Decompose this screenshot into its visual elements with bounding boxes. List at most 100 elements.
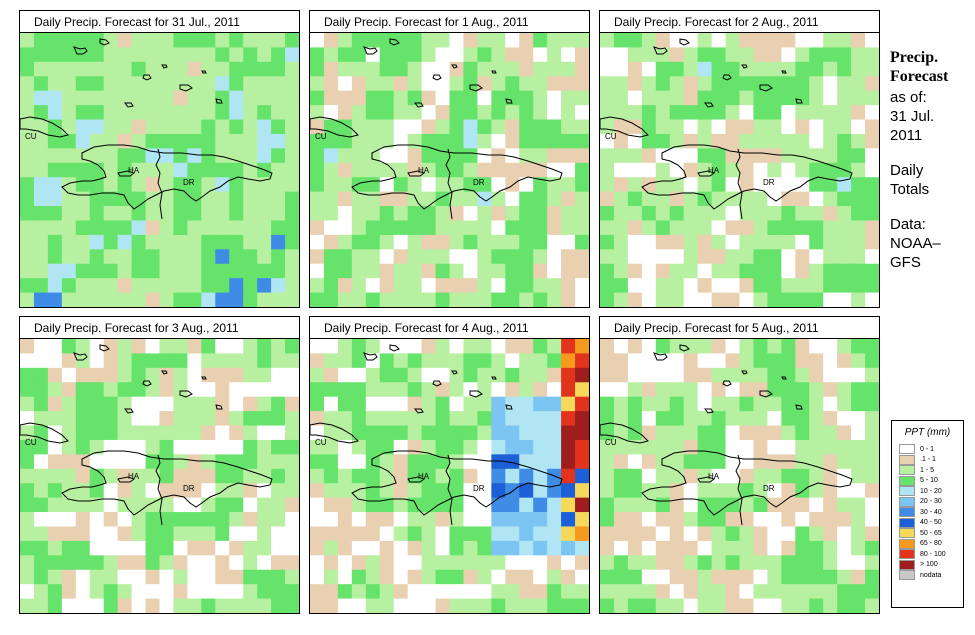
precip-cell xyxy=(613,339,629,354)
precip-cell xyxy=(337,105,353,120)
precip-cell xyxy=(187,540,202,556)
precip-cell xyxy=(75,47,91,63)
precip-cell xyxy=(187,411,202,426)
precip-cell xyxy=(20,526,35,542)
precip-cell xyxy=(75,76,91,92)
precip-cell xyxy=(477,483,492,499)
precip-cell xyxy=(753,396,768,412)
precip-cell xyxy=(379,454,395,470)
precip-cell xyxy=(561,526,576,542)
precip-cell xyxy=(243,249,258,265)
precip-cell xyxy=(725,263,740,279)
precip-cell xyxy=(365,569,381,585)
precip-cell xyxy=(547,292,562,307)
precip-cell xyxy=(613,33,629,48)
precip-cell xyxy=(477,367,492,383)
precip-cell xyxy=(61,512,77,527)
precip-cell xyxy=(435,162,450,178)
precip-cell xyxy=(229,292,244,307)
precip-cell xyxy=(519,569,534,585)
precip-cell xyxy=(20,598,35,613)
precip-cell xyxy=(117,512,132,527)
precip-cell xyxy=(103,47,119,63)
precip-cell xyxy=(365,425,381,441)
precip-cell xyxy=(145,382,160,398)
precip-cell xyxy=(547,526,562,542)
precip-cell xyxy=(435,90,450,106)
precip-cell xyxy=(243,555,258,571)
precip-cell xyxy=(795,598,810,613)
precip-cell xyxy=(243,119,258,135)
precip-cell xyxy=(823,191,838,207)
precip-cell xyxy=(575,234,589,250)
precip-cell xyxy=(613,61,629,77)
precip-cell xyxy=(823,119,838,135)
precip-cell xyxy=(47,90,63,106)
precip-cell xyxy=(711,133,726,149)
precip-cell xyxy=(547,33,562,48)
precip-cell xyxy=(449,148,464,164)
precip-cell xyxy=(243,483,258,499)
precip-cell xyxy=(187,90,202,106)
precip-cell xyxy=(561,206,576,221)
coastline xyxy=(407,476,426,483)
precip-cell xyxy=(823,90,838,106)
precip-cell xyxy=(271,162,286,178)
forecast-panel: Daily Precip. Forecast for 3 Aug., 2011 C… xyxy=(19,316,300,614)
precip-cell xyxy=(379,555,395,571)
precip-cell xyxy=(641,148,657,164)
precip-cell xyxy=(365,396,381,412)
precip-cell xyxy=(117,249,132,265)
precip-cell xyxy=(61,206,77,221)
precip-cell xyxy=(61,162,77,178)
precip-cell xyxy=(795,292,810,307)
precip-cell xyxy=(505,512,520,527)
precip-cell xyxy=(75,263,91,279)
precip-cell xyxy=(711,468,726,484)
precip-cell xyxy=(407,220,422,236)
precip-cell xyxy=(215,234,230,250)
legend-swatch xyxy=(899,517,915,528)
precip-cell xyxy=(683,206,699,221)
precip-cell xyxy=(229,234,244,250)
precip-cell xyxy=(351,526,367,542)
precip-cell xyxy=(865,133,879,149)
precip-cell xyxy=(215,598,230,613)
precip-cell xyxy=(711,339,726,354)
precip-cell xyxy=(627,162,643,178)
precip-cell xyxy=(421,483,436,499)
precip-cell xyxy=(851,353,866,369)
precip-cell xyxy=(407,133,422,149)
precip-cell xyxy=(131,483,146,499)
precip-cell xyxy=(809,162,824,178)
precip-cell xyxy=(683,292,699,307)
precip-cell xyxy=(435,512,450,527)
precip-cell xyxy=(351,555,367,571)
precip-cell xyxy=(505,133,520,149)
precip-cell xyxy=(187,497,202,513)
precip-cell xyxy=(61,177,77,193)
precip-cell xyxy=(491,76,506,92)
precip-cell xyxy=(285,133,299,149)
precip-cell xyxy=(575,76,589,92)
precip-cell xyxy=(739,206,754,221)
precip-cell xyxy=(837,454,852,470)
country-label: HA xyxy=(128,472,140,481)
precip-cell xyxy=(697,353,712,369)
precip-cell xyxy=(243,133,258,149)
precip-cell xyxy=(310,263,325,279)
precip-cell xyxy=(795,382,810,398)
precip-cell xyxy=(201,468,216,484)
coastline xyxy=(161,370,168,375)
precip-cell xyxy=(173,512,188,527)
precip-cell xyxy=(767,33,782,48)
precip-cell xyxy=(823,33,838,48)
precip-cell xyxy=(173,555,188,571)
precip-cell xyxy=(655,425,671,441)
precip-cell xyxy=(61,411,77,426)
precip-cell xyxy=(449,47,464,63)
precip-cell xyxy=(449,584,464,599)
precip-cell xyxy=(33,105,49,120)
precip-cell xyxy=(449,425,464,441)
precip-cell xyxy=(201,162,216,178)
